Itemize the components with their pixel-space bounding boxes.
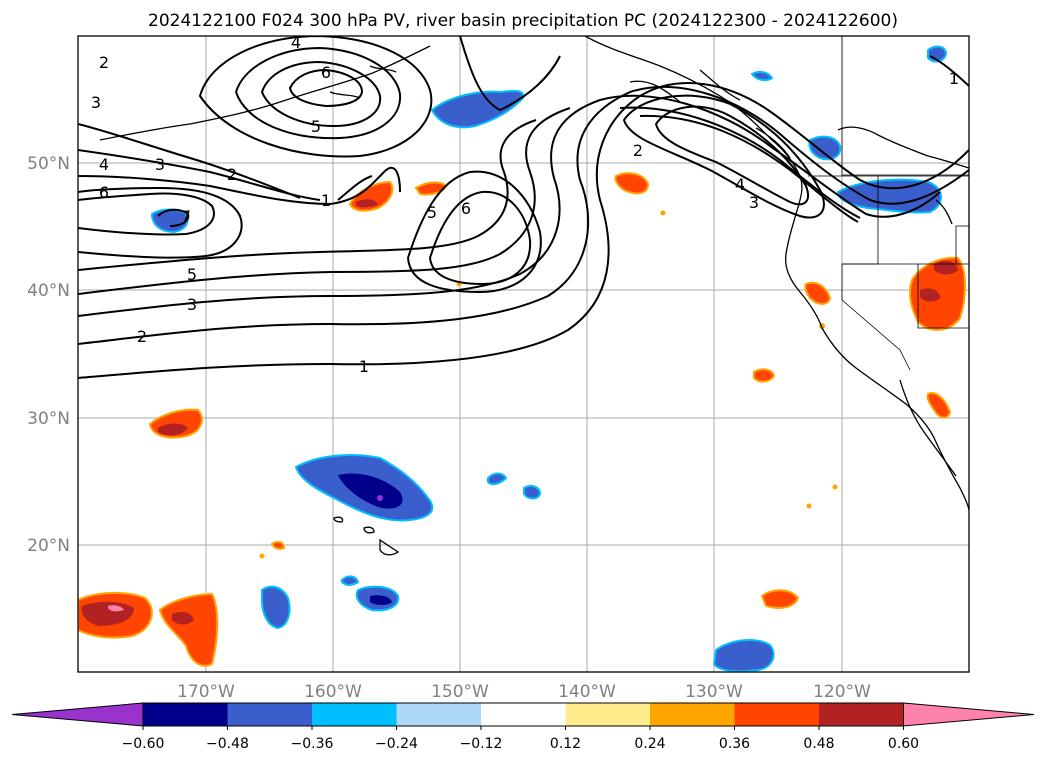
svg-text:1: 1 (321, 191, 331, 210)
lat-label: 40°N (27, 281, 70, 301)
contour-label: 3 (749, 193, 759, 212)
colorbar-tick-label: −0.60 (122, 736, 165, 752)
contour-label: 4 (291, 33, 301, 52)
contour-label: 2 (633, 141, 643, 160)
colorbar-tick-label: −0.12 (460, 736, 503, 752)
colorbar: −0.60 −0.48 −0.36 −0.24 −0.12 0.12 0.24 0.36 0.4… (11, 702, 1035, 752)
lat-label: 20°N (27, 536, 70, 556)
contour-label: 3 (187, 295, 197, 314)
contour-label: 1 (949, 69, 959, 88)
colorbar-tick-label: −0.48 (206, 736, 249, 752)
contour-label: 7 (181, 207, 191, 226)
contour-label: 6 (321, 63, 331, 82)
contour-labels: 1 2 2 2 3 3 3 4 4 4 5 5 5 6 6 6 7 1 (99, 33, 959, 376)
colorbar-frame (142, 702, 904, 727)
svg-text:3: 3 (91, 93, 101, 112)
longitude-labels: 170°W 160°W 150°W 140°W 130°W 120°W (177, 682, 871, 702)
colorbar-segment (650, 703, 735, 726)
contour-label: 5 (187, 265, 197, 284)
colorbar-tick-label: −0.24 (375, 736, 418, 752)
colorbar-segment (227, 703, 312, 726)
north-america-coast (584, 36, 969, 511)
colorbar-tick-label: −0.36 (291, 736, 334, 752)
lon-label: 120°W (813, 682, 871, 702)
contour-label: 4 (99, 155, 109, 174)
precip-patch-pnw (836, 178, 942, 214)
latitude-labels: 50°N 40°N 30°N 20°N (27, 154, 70, 556)
pv-contours (78, 36, 969, 379)
contour-label: 3 (155, 155, 165, 174)
lat-label: 30°N (27, 409, 70, 429)
contour-label: 2 (137, 327, 147, 346)
contour-label: 4 (735, 175, 745, 194)
colorbar-segment (481, 703, 566, 726)
colorbar-segment (143, 703, 228, 726)
lon-label: 140°W (558, 682, 616, 702)
colorbar-segment (312, 703, 397, 726)
contour-label: 6 (99, 183, 109, 202)
lat-label: 50°N (27, 154, 70, 174)
contour-label: 5 (427, 203, 437, 222)
lon-label: 160°W (304, 682, 362, 702)
colorbar-segment (396, 703, 481, 726)
colorbar-tick-label: 0.48 (803, 736, 834, 752)
colorbar-segment (734, 703, 819, 726)
lon-label: 130°W (685, 682, 743, 702)
coastlines (99, 36, 969, 556)
map-title: 2024122100 F024 300 hPa PV, river basin … (148, 11, 898, 31)
colorbar-segment (565, 703, 650, 726)
contour-labels-extra: 2 3 1 (91, 53, 331, 210)
colorbar-extend-low (11, 702, 144, 727)
map-frame (77, 35, 970, 673)
colorbar-tick-label: 0.60 (888, 736, 919, 752)
colorbar-tick-label: 0.36 (719, 736, 750, 752)
lon-label: 150°W (431, 682, 489, 702)
lon-label: 170°W (177, 682, 235, 702)
colorbar-segment (819, 703, 904, 726)
contour-label: 1 (359, 357, 369, 376)
colorbar-tick-label: 0.24 (634, 736, 665, 752)
contour-label: 5 (311, 117, 321, 136)
negative-precip-regions (150, 45, 948, 672)
colorbar-tick-label: 0.12 (550, 736, 581, 752)
positive-precip-regions (78, 172, 966, 667)
contour-label: 2 (227, 165, 237, 184)
svg-text:2: 2 (99, 53, 109, 72)
contour-label: 6 (461, 199, 471, 218)
map-area (78, 36, 969, 672)
borders (808, 36, 969, 371)
colorbar-extend-high (903, 702, 1035, 727)
